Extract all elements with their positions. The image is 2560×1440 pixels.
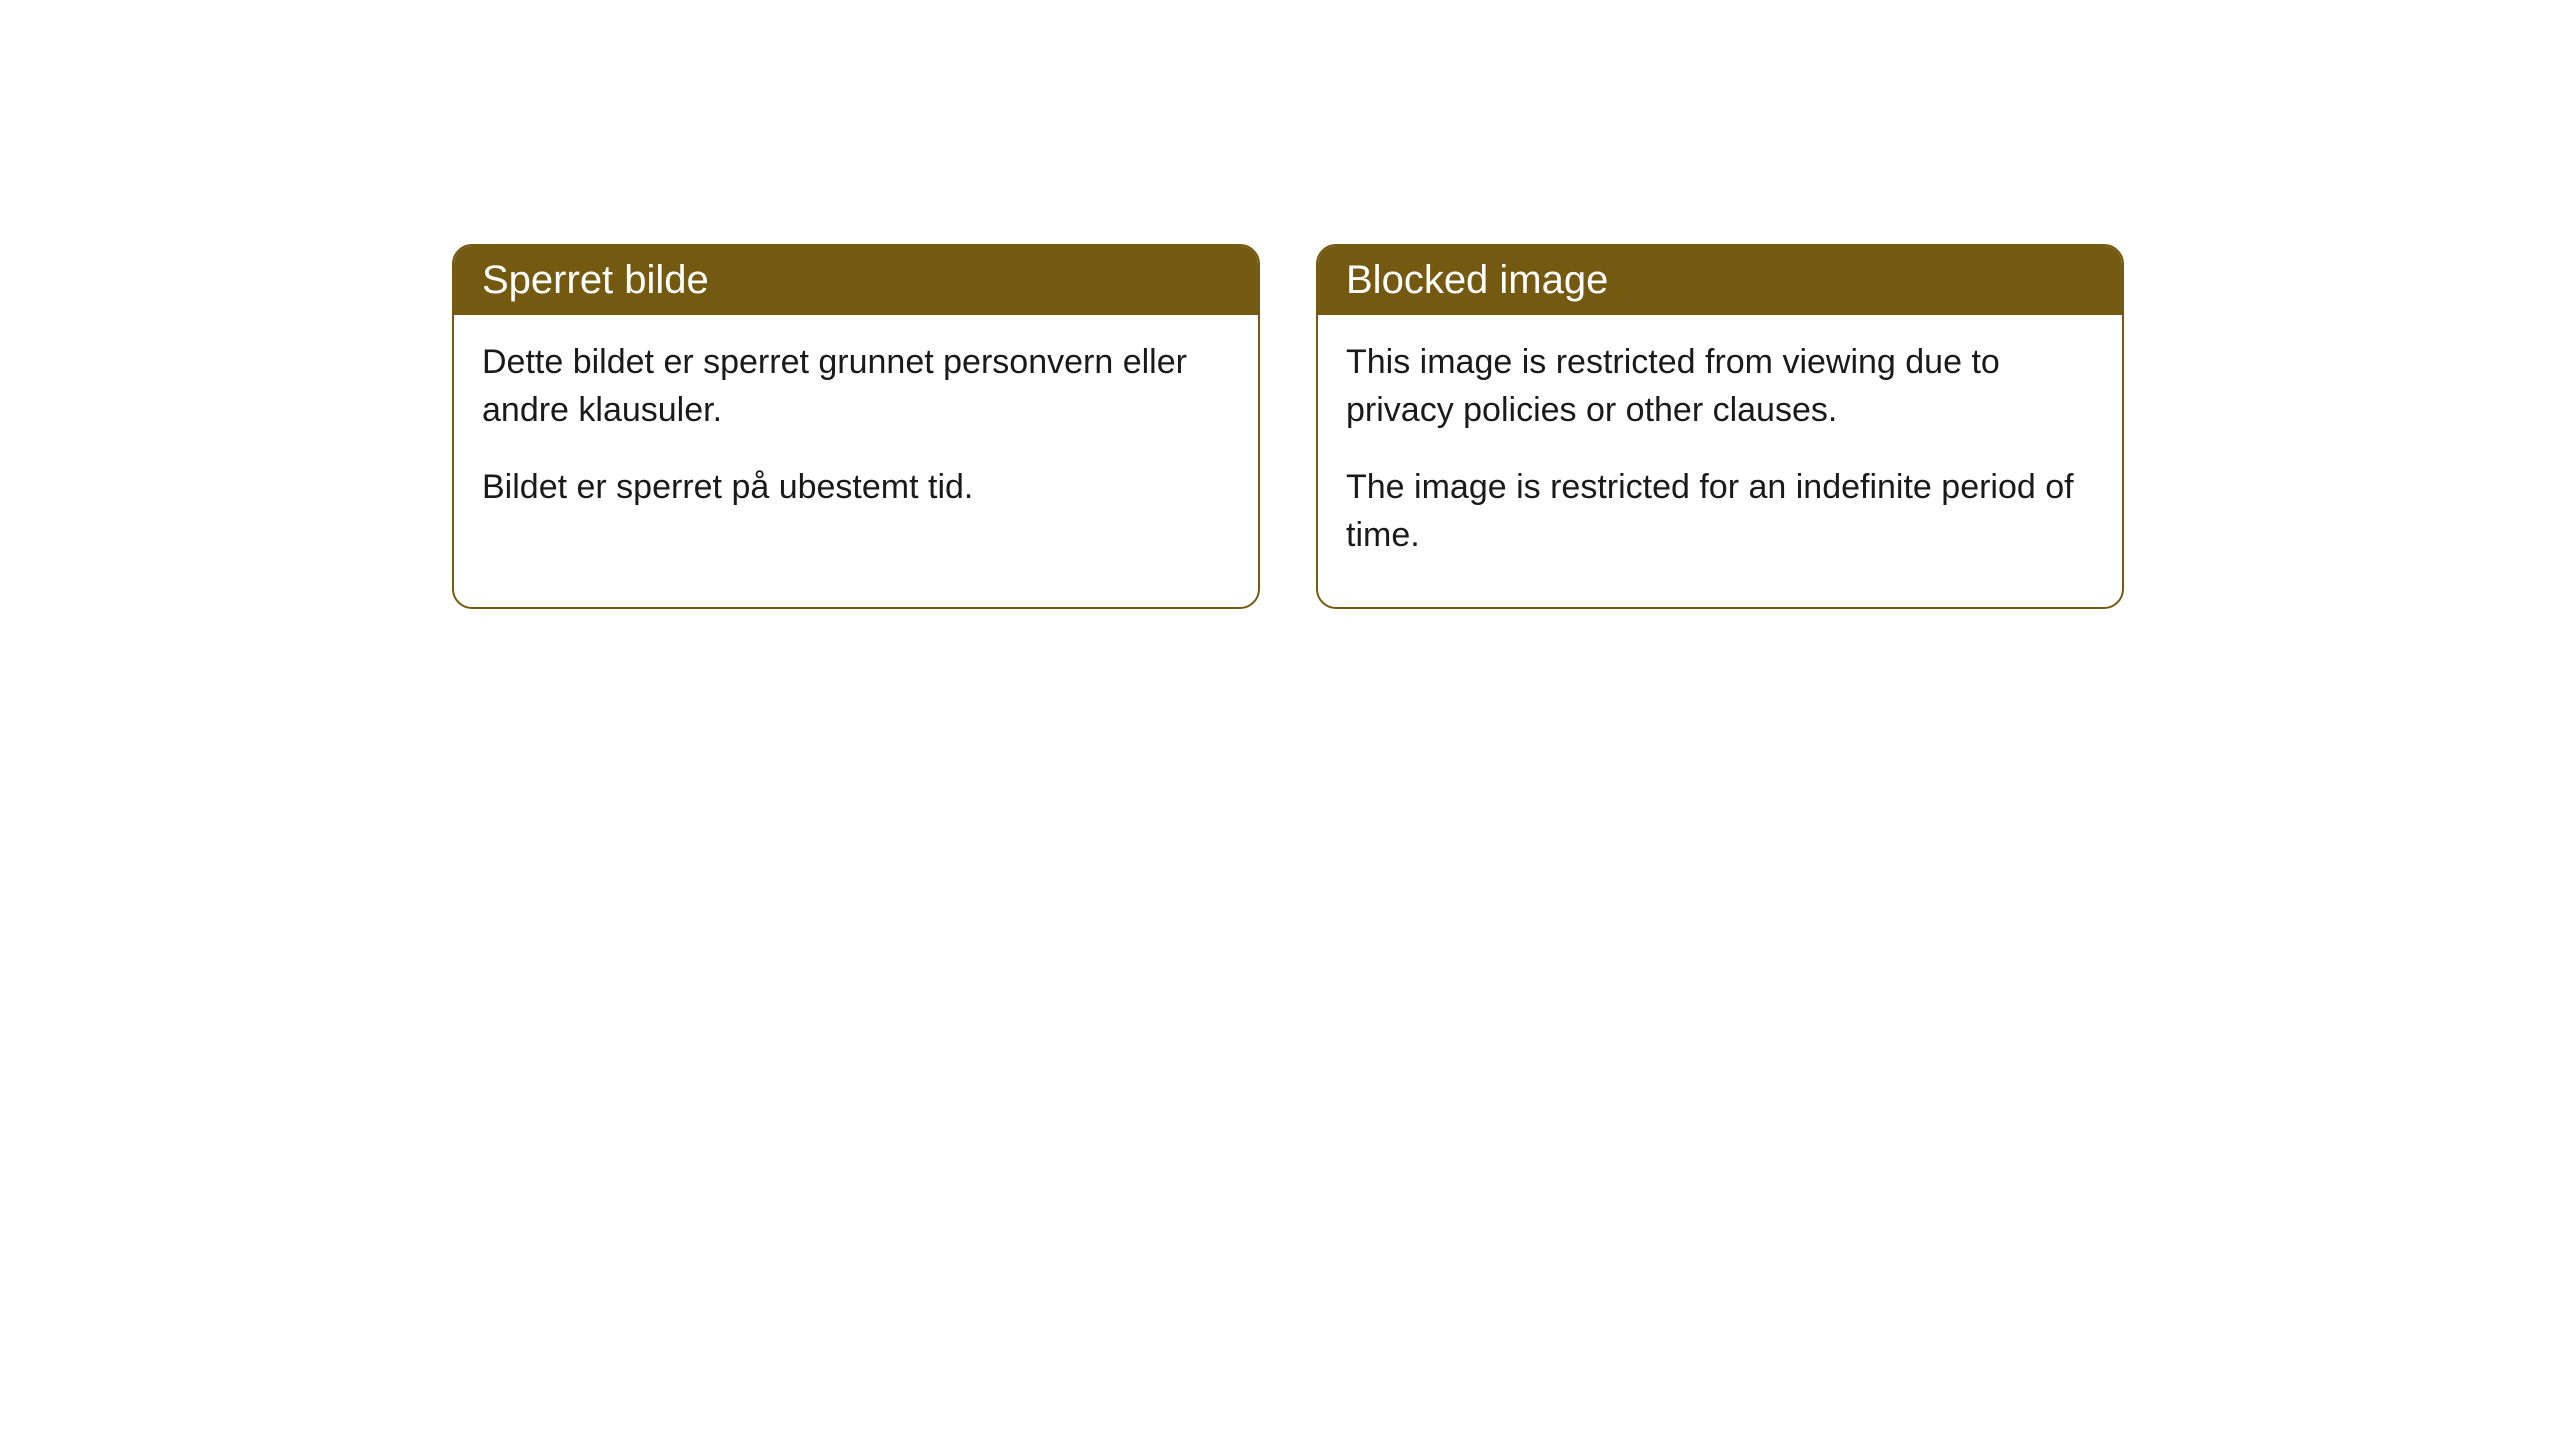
card-english: Blocked image This image is restricted f… — [1316, 244, 2124, 609]
card-paragraph-2: Bildet er sperret på ubestemt tid. — [482, 464, 1230, 512]
card-paragraph-1: This image is restricted from viewing du… — [1346, 339, 2094, 434]
card-body-norwegian: Dette bildet er sperret grunnet personve… — [454, 315, 1258, 560]
card-paragraph-2: The image is restricted for an indefinit… — [1346, 464, 2094, 559]
card-header-norwegian: Sperret bilde — [454, 246, 1258, 315]
card-norwegian: Sperret bilde Dette bildet er sperret gr… — [452, 244, 1260, 609]
card-header-english: Blocked image — [1318, 246, 2122, 315]
cards-container: Sperret bilde Dette bildet er sperret gr… — [452, 244, 2124, 609]
card-paragraph-1: Dette bildet er sperret grunnet personve… — [482, 339, 1230, 434]
card-body-english: This image is restricted from viewing du… — [1318, 315, 2122, 607]
